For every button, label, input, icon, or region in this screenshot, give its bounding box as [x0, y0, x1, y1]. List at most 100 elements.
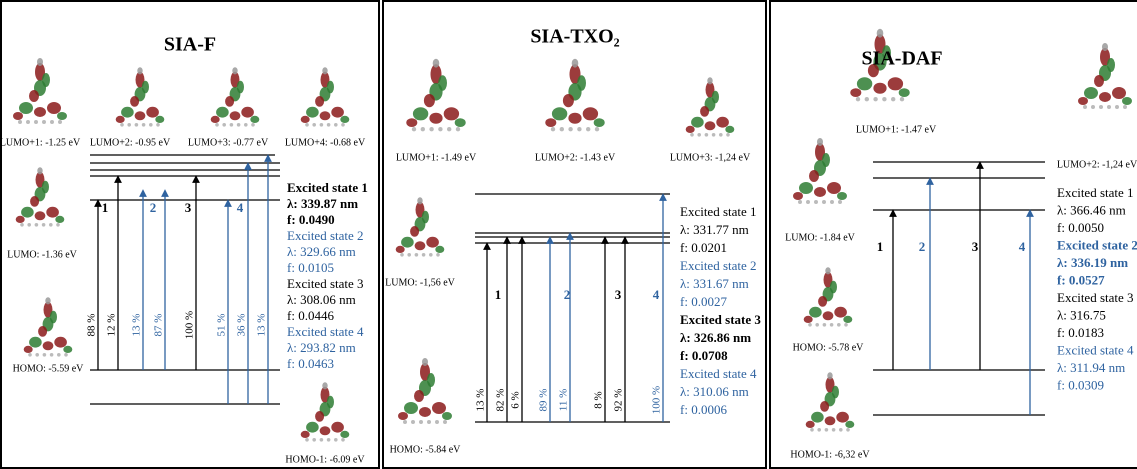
- atom: [726, 133, 730, 137]
- orbital-image: [404, 402, 418, 414]
- atom: [719, 133, 723, 137]
- orbital-image: [121, 107, 134, 118]
- orbital-image: [320, 111, 331, 120]
- orbital-image: [230, 111, 241, 120]
- atom: [20, 223, 24, 227]
- atom: [447, 127, 451, 131]
- transition-percentage: 13 %: [256, 314, 268, 337]
- excited-state-text: f: 0.0708: [680, 348, 728, 363]
- orbital-image: [135, 111, 146, 120]
- orbital-image: [568, 113, 581, 124]
- orbital-image: [406, 118, 417, 127]
- orbital-image: [832, 386, 839, 399]
- orbital-image: [834, 307, 847, 318]
- excited-state-text: Excited state 1: [287, 180, 368, 195]
- orbital-image: [410, 226, 419, 237]
- atom: [438, 127, 442, 131]
- orbital-label: LUMO: -1,56 eV: [385, 277, 455, 288]
- orbital-image: [422, 358, 428, 366]
- orbital-image: [700, 106, 709, 117]
- atom: [50, 120, 54, 124]
- orbital-image: [583, 107, 598, 120]
- atom: [334, 123, 338, 127]
- orbital-image: [24, 346, 33, 353]
- transition-label: 1: [495, 287, 502, 302]
- atom: [690, 133, 694, 137]
- orbital-image: [315, 96, 324, 107]
- orbital-image: [146, 107, 159, 118]
- orbital-image: [37, 167, 42, 174]
- orbital-image: [415, 241, 426, 250]
- atom: [341, 438, 345, 442]
- orbital-image: [705, 121, 716, 130]
- atom: [830, 200, 834, 204]
- orbital-image: [823, 311, 834, 320]
- orbital-image: [686, 126, 695, 133]
- atom: [817, 428, 821, 432]
- transition-percentage: 51 %: [216, 314, 228, 337]
- orbital-label: HOMO: -5.84 eV: [390, 444, 462, 455]
- orbital-image: [429, 113, 442, 124]
- atom: [56, 223, 60, 227]
- orbital-image: [414, 390, 424, 402]
- excited-state-text: Excited state 2: [680, 258, 757, 273]
- excited-state-text: λ: 339.87 nm: [287, 196, 358, 211]
- excited-state-text: λ: 316.75: [1057, 307, 1106, 322]
- transition-label: 3: [615, 287, 622, 302]
- transition-percentage: 92 %: [613, 389, 625, 412]
- atom: [873, 97, 877, 101]
- atom: [705, 133, 709, 137]
- orbital-image: [322, 382, 327, 389]
- atom: [230, 123, 234, 127]
- atom: [1107, 105, 1111, 109]
- orbital-image: [241, 107, 254, 118]
- orbital-image: [438, 75, 447, 90]
- orbital-image: [837, 192, 847, 200]
- figure: SIA-FLUMO+1: -1.25 eVLUMO+2: -0.95 eVLUM…: [0, 0, 1137, 469]
- atom: [215, 123, 219, 127]
- atom: [35, 353, 39, 357]
- excited-state-text: λ: 293.82 nm: [287, 340, 356, 355]
- orbital-image: [340, 431, 349, 438]
- transition-percentage: 12 %: [106, 314, 118, 337]
- atom: [568, 127, 572, 131]
- orbital-image: [1107, 58, 1115, 72]
- atom: [237, 123, 241, 127]
- orbital-image: [877, 29, 884, 38]
- atom: [135, 123, 139, 127]
- atom: [34, 120, 38, 124]
- orbital-image: [54, 337, 67, 348]
- orbital-image: [301, 431, 310, 438]
- orbital-image: [422, 211, 429, 224]
- atom: [222, 123, 226, 127]
- atom: [35, 223, 39, 227]
- atom: [320, 123, 324, 127]
- atom: [822, 200, 826, 204]
- orbital-image: [427, 373, 435, 387]
- orbital-image: [716, 117, 729, 128]
- orbital-image: [442, 412, 452, 420]
- atom: [50, 353, 54, 357]
- orbital-image: [825, 416, 836, 425]
- orbital-image: [836, 412, 849, 423]
- orbital-image: [1084, 87, 1098, 99]
- orbital-label: LUMO+1: -1.25 eV: [0, 137, 81, 148]
- transition-percentage: 87 %: [153, 314, 165, 337]
- atom: [815, 323, 819, 327]
- orbital-label: LUMO+2: -0.95 eV: [90, 137, 171, 148]
- transition-label: 3: [972, 239, 979, 254]
- orbital-image: [19, 102, 33, 114]
- orbital-image: [825, 267, 830, 274]
- atom: [435, 420, 439, 424]
- atom: [825, 428, 829, 432]
- atom: [846, 428, 850, 432]
- atom: [443, 420, 447, 424]
- orbital-image: [155, 116, 164, 123]
- orbital-image: [1122, 97, 1132, 105]
- orbital-image: [827, 372, 832, 379]
- atom: [415, 253, 419, 257]
- atom: [28, 353, 32, 357]
- excited-state-text: Excited state 2: [1057, 237, 1137, 252]
- transition-percentage: 13 %: [475, 389, 487, 412]
- orbital-image: [1078, 97, 1088, 105]
